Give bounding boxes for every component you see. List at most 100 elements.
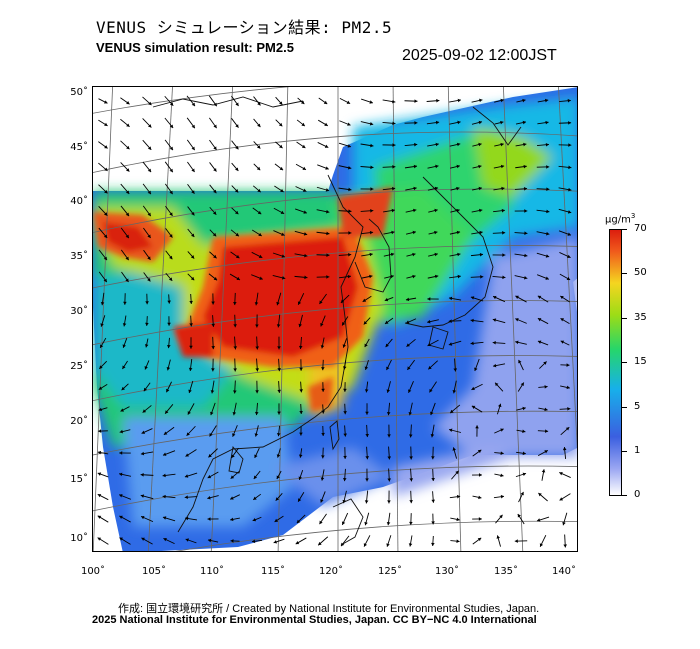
wind-arrow-head [386,389,391,393]
wind-arrow-head [253,496,257,500]
wind-arrow-head [477,537,482,542]
colorbar-unit-superscript: 3 [630,212,636,220]
wind-arrow-head [301,122,305,127]
wind-arrow-head [413,164,418,169]
wind-arrow-head [478,164,482,169]
wind-arrow-head [471,405,476,410]
wind-arrow-head [427,297,431,301]
wind-arrow-head [520,382,524,387]
wind-arrow-head [546,231,550,236]
wind-arrow-head [147,278,151,282]
wind-arrow-head [514,539,518,543]
wind-arrow-head [251,539,256,544]
wind-arrow-head [104,212,108,216]
wind-arrow-head [434,274,439,279]
wind-arrow-head [276,475,280,479]
wind-arrow-head [163,431,168,435]
wind-arrow-head [301,144,306,148]
wind-arrow-head [235,232,239,237]
wind-arrow-head [277,411,281,415]
wind-arrow-head [212,232,217,237]
wind-arrow-head [213,189,217,194]
colorbar-label-70: 70 [634,223,647,234]
wind-arrow-head [347,122,351,126]
wind-arrow-head [562,447,567,451]
wind-arrow-head [412,230,416,235]
wind-arrow-head [492,318,497,322]
wind-arrow-head [302,188,307,192]
colorbar-label-35: 35 [634,312,647,323]
wind-arrow-head [254,411,259,416]
wind-arrow-head [169,190,173,195]
wind-arrow-head [185,538,190,542]
wind-arrow-head [191,190,195,194]
wind-arrow-head [213,124,217,129]
wind-arrow-head [369,100,373,104]
wind-arrow-head [523,276,528,280]
wind-arrow-head [522,120,526,125]
wind-arrow-head [185,516,189,521]
wind-arrow-head [167,300,171,304]
wind-arrow-head [342,478,347,482]
wind-arrow-head [455,470,459,475]
wind-arrow-head [384,297,389,302]
wind-arrow-head [259,276,263,280]
wind-arrow-head [235,145,239,150]
wind-arrow-head [258,232,262,236]
colorbar-tick [622,407,627,408]
wind-arrow-head [449,428,453,432]
colorbar-label-50: 50 [634,267,647,278]
wind-arrow-head [232,433,236,437]
wind-arrow-head [434,230,438,235]
wind-arrow-head [104,100,108,104]
wind-arrow-head [210,390,215,394]
wind-arrow-head [524,253,528,258]
wind-arrow-head [515,295,519,299]
wind-arrow-head [502,231,506,235]
wind-arrow-head [141,515,145,520]
wind-arrow-head [125,190,130,194]
wind-arrow-head [188,389,192,393]
wind-arrow-head [256,166,261,171]
wind-arrow-head [162,494,166,499]
wind-arrow-head [189,323,193,327]
wind-arrow-head [326,231,330,236]
wind-arrow-head [233,368,237,372]
wind-arrow-head [347,144,351,148]
wind-arrow-head [213,146,217,150]
wind-arrow-head [348,187,352,192]
wind-arrow-head [478,120,483,125]
wind-arrow-head [387,456,392,460]
wind-arrow-head [405,320,410,324]
wind-arrow-head [538,493,542,497]
wind-arrow-head [326,275,330,279]
wind-arrow-head [431,477,435,482]
wind-arrow-head [191,211,195,216]
colorbar-label-15: 15 [634,356,647,367]
wind-arrow-head [169,168,173,173]
wind-arrow-head [99,365,103,369]
wind-arrow-head [545,120,549,125]
wind-arrow-head [363,543,368,547]
wind-arrow-head [298,498,302,502]
wind-arrow-head [255,390,259,394]
wind-arrow-head [407,366,411,370]
wind-arrow-head [191,233,195,238]
wind-arrow-head [185,453,190,457]
wind-arrow-head [298,454,303,458]
credit-line: 作成: 国立環境研究所 / Created by National Instit… [118,603,540,615]
wind-arrow-head [515,340,519,345]
wind-arrow-head [323,100,328,104]
wind-arrow-head [299,410,303,415]
wind-arrow-head [207,538,212,543]
wind-arrow-head [392,99,396,104]
wind-arrow-head [300,100,305,105]
wind-arrow-head [211,346,215,350]
wind-arrow-head [104,145,108,149]
wind-arrow-head [298,345,303,350]
lat-label-35: 35˚ [70,251,88,262]
wind-arrow-head [211,323,216,327]
wind-arrow-head [500,428,504,432]
wind-arrow-head [162,473,166,478]
wind-arrow-head [252,517,257,522]
